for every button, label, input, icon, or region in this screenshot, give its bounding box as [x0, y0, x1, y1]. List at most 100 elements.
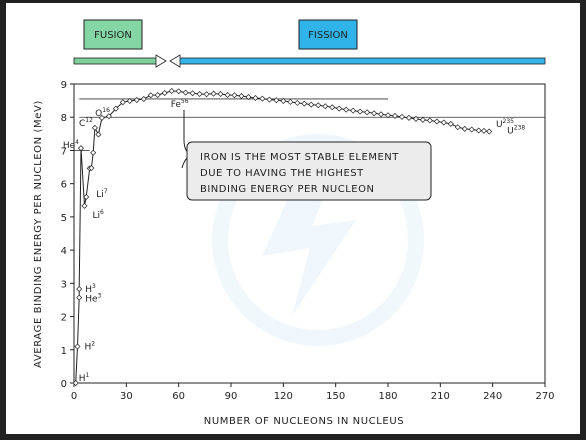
- y-tick-label: 8: [61, 113, 67, 124]
- data-point: [371, 110, 378, 117]
- nuclide-label: U235: [496, 118, 514, 130]
- data-point: [81, 202, 88, 209]
- data-point: [168, 87, 175, 94]
- y-tick-label: 1: [61, 346, 67, 357]
- x-axis-title: NUMBER OF NUCLEONS IN NUCLEUS: [204, 416, 404, 427]
- annotation-line-3: BINDING ENERGY PER NUCLEON: [200, 184, 374, 195]
- x-tick-label: 60: [172, 391, 185, 402]
- data-point: [259, 95, 266, 102]
- y-tick-label: 9: [61, 80, 67, 91]
- data-point: [405, 114, 412, 121]
- data-point: [72, 380, 79, 386]
- data-point: [224, 91, 231, 98]
- data-point: [112, 105, 119, 112]
- data-point: [447, 120, 454, 127]
- data-point: [245, 93, 252, 100]
- x-tick-label: 90: [225, 391, 238, 402]
- y-tick-label: 3: [61, 279, 67, 290]
- data-point: [119, 99, 126, 106]
- data-point: [238, 92, 245, 99]
- y-tick-label: 2: [61, 313, 67, 324]
- data-point: [419, 116, 426, 123]
- data-point: [231, 92, 238, 99]
- x-tick-label: 0: [71, 391, 77, 402]
- y-tick-label: 0: [61, 379, 67, 390]
- data-point: [196, 90, 203, 97]
- data-point: [480, 127, 487, 134]
- data-point: [426, 117, 433, 124]
- data-point: [126, 97, 133, 104]
- fusion-arrow-shaft: [73, 57, 161, 65]
- data-point: [147, 92, 154, 99]
- annotation-box: [186, 141, 432, 201]
- data-point: [468, 126, 475, 133]
- nuclide-label: C12: [79, 117, 93, 129]
- data-point: [280, 97, 287, 104]
- data-point: [203, 91, 210, 98]
- data-series: [72, 87, 493, 386]
- data-point: [140, 95, 147, 102]
- data-point: [308, 101, 315, 108]
- x-tick-label: 180: [378, 391, 397, 402]
- data-point: [301, 100, 308, 107]
- nuclide-label: He4: [63, 139, 79, 151]
- data-point: [189, 90, 196, 97]
- data-point: [273, 97, 280, 104]
- nuclide-label: H3: [85, 283, 96, 295]
- fusion-arrow: [73, 54, 167, 68]
- data-point: [440, 119, 447, 126]
- x-tick-label: 120: [274, 391, 293, 402]
- data-point: [105, 113, 112, 120]
- data-point: [95, 131, 102, 138]
- data-point: [322, 103, 329, 110]
- data-point: [76, 294, 83, 301]
- nuclide-label: O16: [95, 107, 110, 119]
- data-point: [315, 102, 322, 109]
- data-point: [90, 149, 97, 156]
- data-point: [175, 88, 182, 95]
- data-point: [461, 125, 468, 132]
- y-tick-label: 7: [61, 146, 67, 157]
- data-point: [76, 285, 83, 292]
- data-point: [77, 145, 84, 152]
- fusion-label-box: [83, 19, 143, 50]
- y-tick-label: 4: [61, 246, 67, 257]
- data-point: [486, 128, 493, 135]
- y-axis-ticks: 0 1 2 3 4 5 6 7 8 9: [61, 80, 74, 390]
- data-point: [88, 165, 95, 172]
- data-point: [287, 98, 294, 105]
- x-tick-label: 270: [535, 391, 554, 402]
- data-point: [378, 111, 385, 118]
- fusion-arrow-head: [155, 54, 167, 68]
- nuclide-label: H2: [84, 340, 95, 352]
- annotation-line-1: IRON IS THE MOST STABLE ELEMENT: [200, 152, 399, 163]
- fusion-label: FUSION: [94, 30, 132, 41]
- data-point: [385, 112, 391, 119]
- data-point: [74, 343, 81, 350]
- data-point: [294, 99, 301, 106]
- nuclide-label: Li7: [96, 188, 108, 200]
- data-point: [412, 115, 419, 122]
- x-tick-label: 30: [120, 391, 133, 402]
- fission-label-box: [298, 19, 358, 50]
- y-tick-label: 5: [61, 213, 67, 224]
- data-point: [391, 112, 398, 119]
- data-point: [336, 105, 343, 112]
- data-point: [252, 94, 259, 101]
- data-point: [433, 118, 440, 125]
- nuclide-label: Fe56: [171, 98, 189, 110]
- data-point: [343, 106, 350, 113]
- x-axis-ticks: 0 30 60 90 120 150 180 210 240 270: [71, 383, 555, 402]
- nuclide-label: H1: [79, 372, 90, 384]
- y-axis-title: AVERAGE BINDING ENERGY PER NUCLEON (MeV): [33, 100, 44, 368]
- axes: [73, 83, 546, 384]
- data-point: [83, 193, 90, 200]
- data-point: [329, 104, 336, 111]
- x-tick-label: 240: [483, 391, 502, 402]
- data-point: [91, 124, 98, 131]
- data-point: [266, 96, 273, 103]
- fission-label: FISSION: [308, 30, 348, 41]
- fission-arrow-head: [169, 54, 181, 68]
